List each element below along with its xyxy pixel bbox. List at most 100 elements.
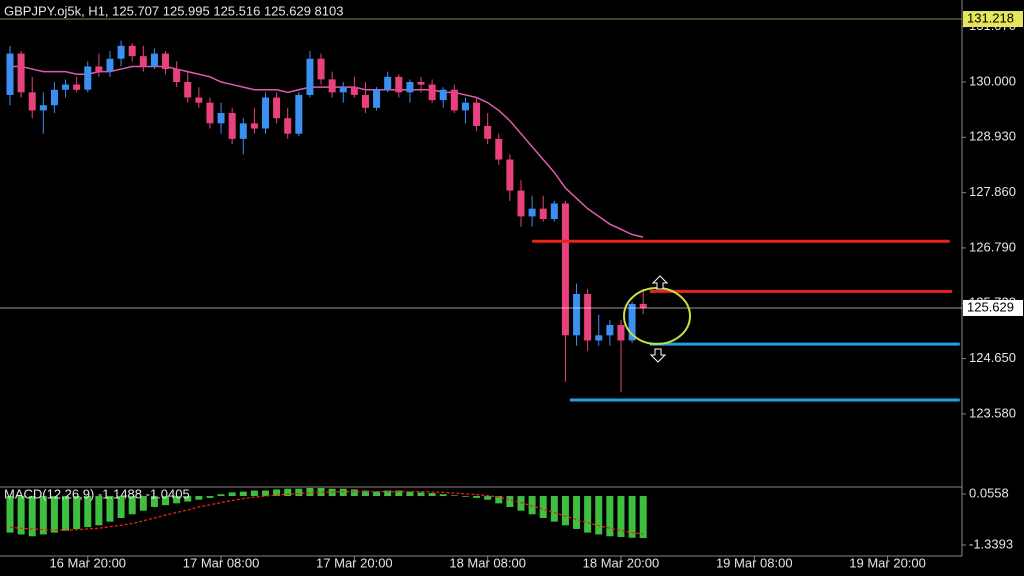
candle-body: [228, 113, 236, 139]
histogram-bar: [617, 496, 625, 538]
histogram-bar: [206, 496, 214, 498]
candle-body: [450, 89, 458, 111]
candle-body: [184, 81, 192, 98]
histogram-bar: [517, 496, 525, 511]
candle-body: [250, 123, 258, 129]
histogram-bar: [306, 488, 314, 497]
arrow-up: [651, 275, 669, 290]
y-tick-label: 130.000: [969, 73, 1016, 88]
histogram-bar: [117, 496, 125, 518]
candle-body: [561, 203, 569, 336]
histogram-bar: [450, 495, 458, 497]
y-tick-label: 123.580: [969, 405, 1016, 420]
histogram-bar: [584, 496, 592, 533]
candle-body: [206, 102, 214, 124]
candle-body: [273, 97, 281, 119]
histogram-bar: [339, 488, 347, 497]
candle-body: [473, 102, 481, 126]
candle-body: [62, 84, 70, 90]
price-label-box: [963, 299, 1023, 316]
histogram-bar: [561, 496, 569, 526]
candle-body: [461, 102, 469, 111]
candle-body: [639, 303, 647, 308]
histogram-bar: [139, 496, 147, 511]
signal-line: [9, 491, 644, 535]
histogram-bar: [373, 491, 381, 497]
histogram-bar: [28, 496, 36, 537]
candle-body: [384, 76, 392, 90]
y-tick-label: 124.650: [969, 350, 1016, 365]
histogram-bar: [284, 488, 292, 497]
candle-body: [439, 89, 447, 101]
histogram-bar: [62, 496, 70, 531]
candle-body: [261, 97, 269, 129]
histogram-bar: [84, 496, 92, 528]
histogram-bar: [228, 492, 236, 497]
candle-body: [128, 45, 136, 57]
histogram-bar: [417, 492, 425, 497]
histogram-bar: [384, 490, 392, 497]
candle-body: [295, 94, 303, 134]
candle-body: [162, 53, 170, 70]
histogram-bar: [150, 496, 158, 508]
candle-body: [550, 203, 558, 219]
histogram-bar: [439, 494, 447, 497]
histogram-bar: [128, 496, 136, 515]
histogram-bar: [573, 496, 581, 529]
chart-title: GBPJPY.oj5k, H1, 125.707 125.995 125.516…: [4, 3, 343, 18]
candle-body: [617, 324, 625, 341]
candle-body: [595, 335, 603, 341]
candle-body: [528, 208, 536, 217]
candle-body: [150, 53, 158, 67]
histogram-bar: [639, 496, 647, 539]
macd-title: MACD(12,26,9) -1.1488 -1.0405: [4, 486, 190, 501]
histogram-bar: [539, 496, 547, 518]
x-tick-label: 18 Mar 20:00: [583, 555, 660, 570]
histogram-bar: [395, 490, 403, 497]
histogram-bar: [17, 496, 25, 535]
candle-body: [73, 84, 81, 90]
candle-body: [139, 56, 147, 67]
x-tick-label: 17 Mar 08:00: [183, 555, 260, 570]
histogram-bar: [550, 496, 558, 522]
histogram-bar: [606, 496, 614, 537]
candle-body: [95, 66, 103, 72]
x-tick-label: 19 Mar 08:00: [716, 555, 793, 570]
histogram-bar: [6, 496, 14, 533]
candle-body: [339, 87, 347, 93]
y-tick-label: -1.3393: [969, 536, 1013, 551]
histogram-bar: [317, 488, 325, 497]
candle-body: [573, 293, 581, 336]
histogram-bar: [217, 494, 225, 497]
histogram-bar: [473, 496, 481, 498]
histogram-bar: [39, 496, 47, 535]
histogram-bar: [506, 496, 514, 508]
x-tick-label: 19 Mar 20:00: [849, 555, 926, 570]
candle-body: [584, 293, 592, 341]
histogram-bar: [106, 496, 114, 522]
candle-body: [373, 89, 381, 108]
candle-body: [495, 138, 503, 160]
candle-body: [39, 105, 47, 111]
histogram-bar: [495, 496, 503, 504]
histogram-bar: [50, 496, 58, 533]
histogram-bar: [350, 489, 358, 497]
candle-body: [428, 84, 436, 101]
y-tick-label: 127.860: [969, 184, 1016, 199]
histogram-bar: [484, 496, 492, 500]
candle-body: [606, 324, 614, 336]
y-tick-label: 128.930: [969, 129, 1016, 144]
histogram-bar: [239, 491, 247, 497]
price-label: 131.218: [967, 10, 1014, 25]
candle-body: [6, 53, 14, 95]
price-label: 125.629: [967, 299, 1014, 314]
histogram-bar: [162, 496, 170, 506]
candle-body: [417, 81, 425, 85]
candle-body: [173, 69, 181, 82]
histogram-bar: [406, 491, 414, 497]
candle-body: [306, 58, 314, 95]
histogram-bar: [73, 496, 81, 529]
candle-body: [106, 58, 114, 72]
histogram-bar: [528, 496, 536, 515]
